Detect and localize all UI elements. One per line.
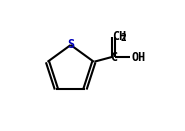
Text: 2: 2 xyxy=(121,33,127,43)
Text: CH: CH xyxy=(112,30,127,43)
Text: S: S xyxy=(67,39,74,51)
Text: OH: OH xyxy=(132,51,146,64)
Text: C: C xyxy=(110,51,117,64)
